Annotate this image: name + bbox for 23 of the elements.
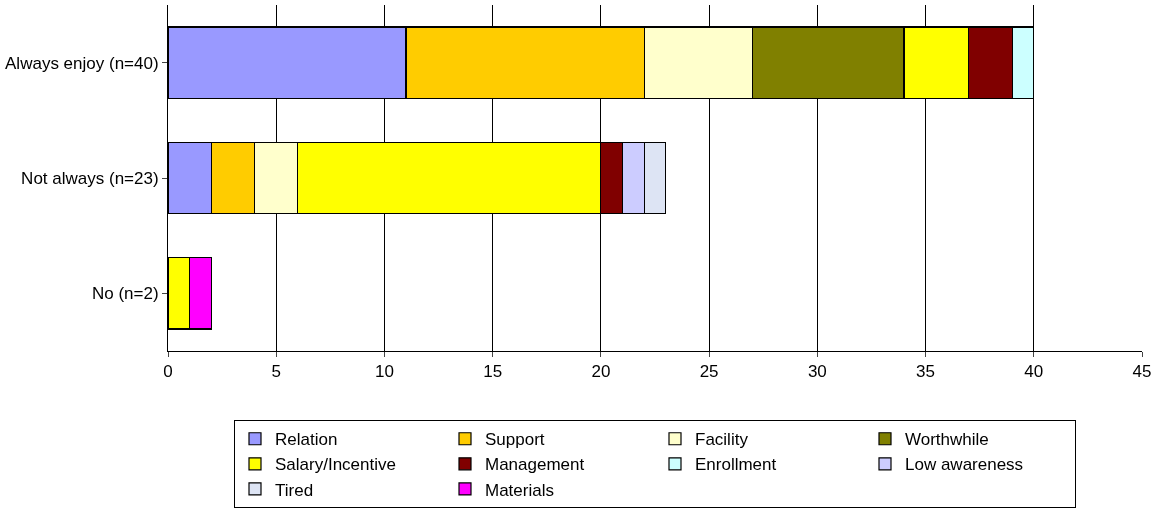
legend-label: Relation [275, 430, 338, 450]
x-tick-label: 0 [163, 362, 173, 382]
legend-label: Enrollment [695, 455, 777, 475]
legend-label: Support [485, 430, 545, 450]
x-tick-label: 30 [807, 362, 827, 382]
legend-label: Tired [275, 480, 314, 500]
x-tick-label: 40 [1024, 362, 1044, 382]
x-tick-label: 25 [699, 362, 719, 382]
legend-label: Management [485, 455, 585, 475]
legend-label: Worthwhile [905, 430, 989, 450]
y-tick-label: Not always (n=23) [21, 168, 159, 188]
legend-label: Materials [485, 480, 554, 500]
x-tick-label: 20 [591, 362, 611, 382]
x-tick-label: 5 [271, 362, 281, 382]
x-tick-label: 45 [1132, 362, 1152, 382]
legend-label: Salary/Incentive [275, 455, 396, 475]
x-tick-label: 15 [483, 362, 503, 382]
y-tick-label: Always enjoy (n=40) [5, 53, 159, 73]
x-tick-label: 10 [374, 362, 394, 382]
legend-label: Low awareness [905, 455, 1024, 475]
x-tick-label: 35 [916, 362, 936, 382]
y-tick-label: No (n=2) [91, 284, 159, 304]
legend-label: Facility [695, 430, 749, 450]
